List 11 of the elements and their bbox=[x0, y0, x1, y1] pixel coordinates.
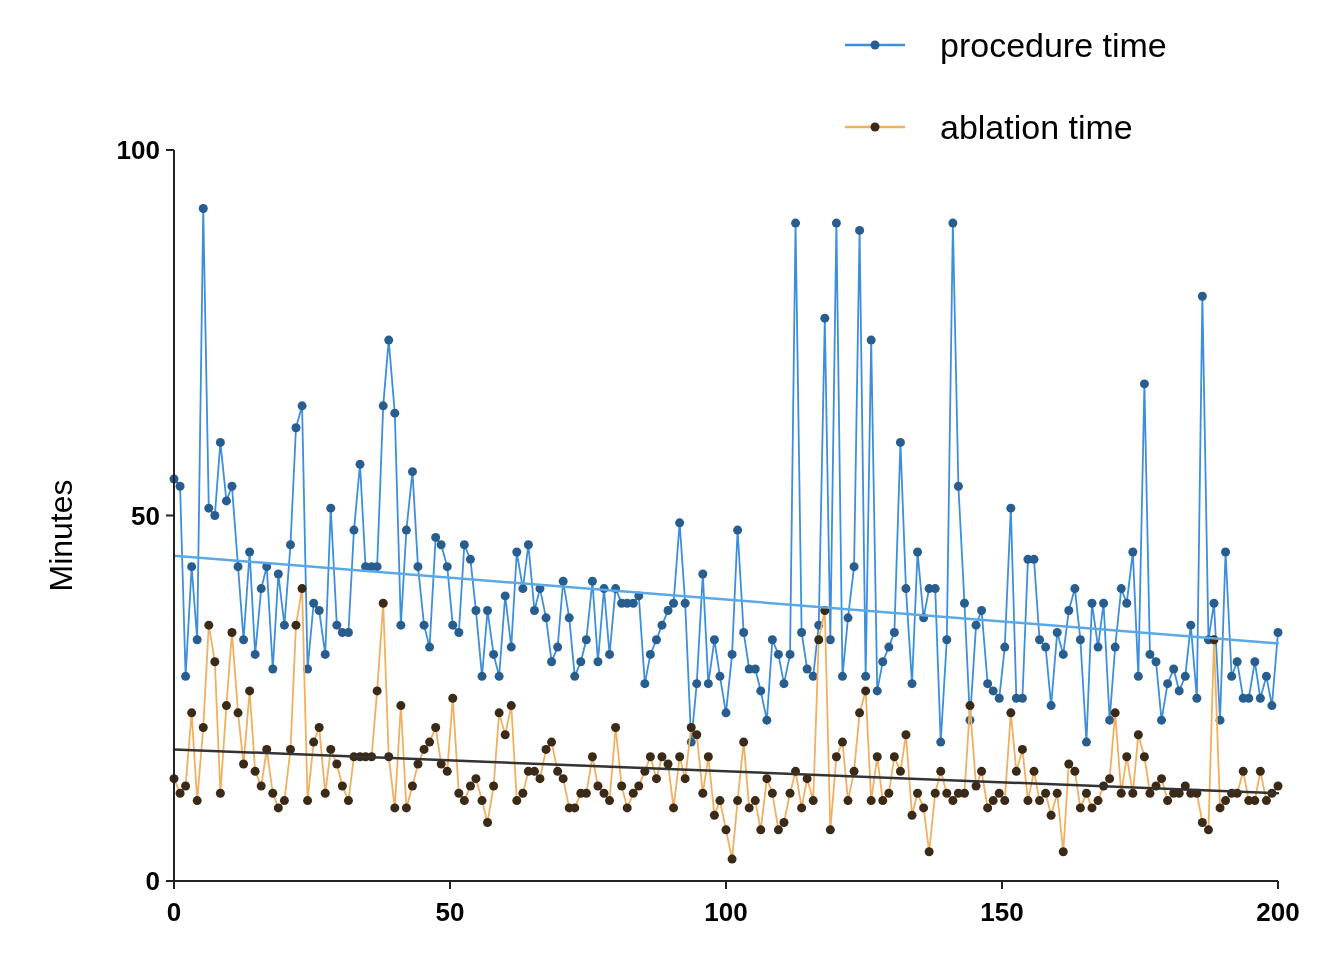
y-tick-label: 0 bbox=[145, 866, 160, 897]
x-tick-label: 0 bbox=[166, 897, 182, 927]
legend-label: procedure time bbox=[940, 25, 1167, 64]
y-tick-label: 50 bbox=[131, 500, 160, 531]
x-tick-label: 200 bbox=[1256, 897, 1300, 927]
y-axis-title: Minutes bbox=[43, 479, 79, 592]
x-tick-label: 50 bbox=[435, 897, 465, 927]
legend-label: ablation time bbox=[940, 107, 1133, 146]
x-tick-label: 100 bbox=[704, 897, 748, 927]
y-tick-label: 100 bbox=[116, 135, 160, 166]
x-tick-label: 150 bbox=[980, 897, 1024, 927]
